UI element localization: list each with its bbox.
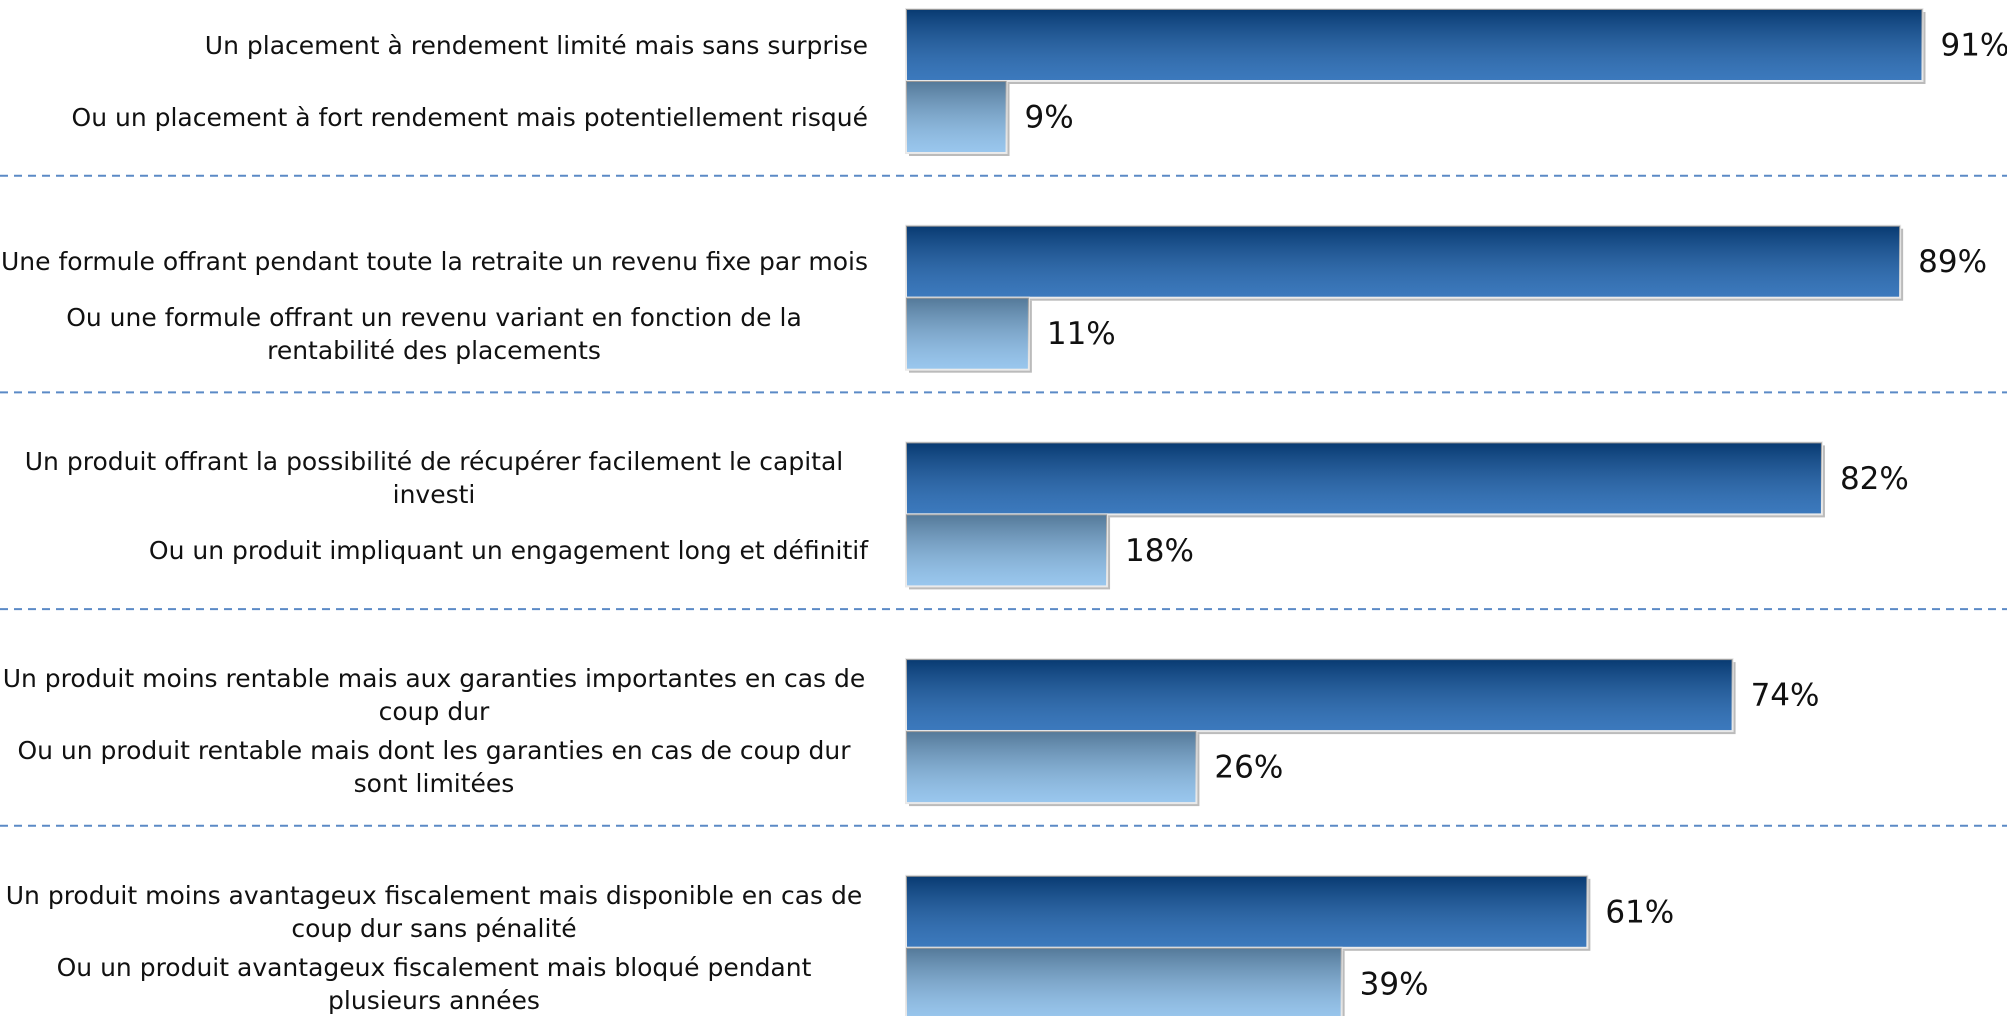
bar-shade — [906, 947, 1342, 1016]
category-label-box: Un produit offrant la possibilité de réc… — [0, 442, 868, 514]
value-label: 91% — [1940, 28, 2007, 64]
category-label-box: Ou un produit impliquant un engagement l… — [0, 514, 868, 586]
category-label-box: Ou un produit rentable mais dont les gar… — [0, 731, 868, 803]
category-label-box: Ou un produit avantageux fiscalement mai… — [0, 948, 868, 1016]
bar-shade — [906, 442, 1822, 515]
category-label: Ou un produit avantageux fiscalement mai… — [56, 952, 812, 1015]
category-label: Ou un produit impliquant un engagement l… — [148, 535, 868, 565]
bar-shade — [906, 9, 1923, 81]
category-label-box: Un produit moins rentable mais aux garan… — [0, 659, 868, 731]
category-label-box: Ou un placement à fort rendement mais po… — [0, 81, 868, 153]
category-label-box: Une formule offrant pendant toute la ret… — [0, 226, 868, 298]
bar-shade — [906, 659, 1733, 732]
category-label: Un produit moins avantageux fiscalement … — [5, 880, 863, 943]
value-label: 11% — [1047, 316, 1116, 352]
category-label: Ou un produit rentable mais dont les gar… — [17, 736, 851, 799]
value-label: 18% — [1125, 533, 1194, 569]
value-label: 26% — [1214, 750, 1283, 786]
bar-shade — [906, 875, 1588, 948]
bar-shade — [906, 297, 1029, 370]
category-label: Ou un placement à fort rendement mais po… — [71, 102, 868, 132]
value-label: 9% — [1025, 100, 1074, 136]
value-label: 39% — [1360, 966, 1429, 1002]
bar-shade — [906, 731, 1197, 804]
category-label: Une formule offrant pendant toute la ret… — [0, 247, 868, 277]
value-label: 89% — [1918, 244, 1987, 280]
value-label: 82% — [1840, 461, 1909, 497]
category-label: Un produit moins rentable mais aux garan… — [2, 664, 866, 727]
category-label: Ou une formule offrant un revenu variant… — [66, 302, 802, 365]
category-label: Un placement à rendement limité mais san… — [204, 30, 868, 60]
bar-shade — [906, 225, 1901, 298]
category-label-box: Un placement à rendement limité mais san… — [0, 9, 868, 81]
category-label-box: Ou une formule offrant un revenu variant… — [0, 298, 868, 370]
value-label: 61% — [1605, 894, 1674, 930]
bar-shade — [906, 514, 1108, 587]
value-label: 74% — [1751, 678, 1820, 714]
category-label: Un produit offrant la possibilité de réc… — [24, 447, 844, 510]
bar-shade — [906, 81, 1007, 153]
category-label-box: Un produit moins avantageux fiscalement … — [0, 876, 868, 948]
